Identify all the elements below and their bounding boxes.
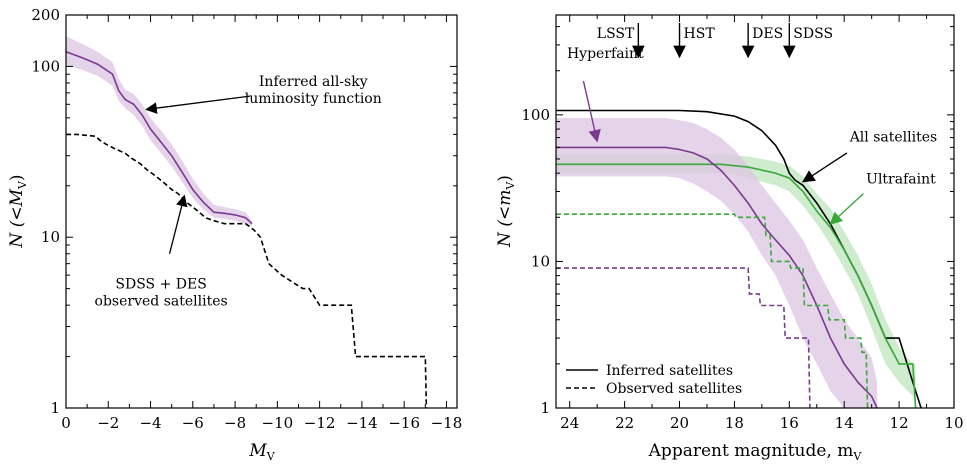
- survey-label-des: DES: [752, 26, 783, 42]
- x-tick-label: −12: [304, 414, 336, 432]
- left-annotation-text-0: Inferred all-sky luminosity function: [245, 74, 382, 107]
- x-tick-label: −14: [346, 414, 378, 432]
- survey-label-lsst: LSST: [597, 26, 635, 42]
- left-y-axis-title: N (<MV): [7, 174, 29, 248]
- left-plot-frame: [65, 14, 458, 409]
- right-plot-frame: [555, 14, 955, 409]
- x-tick-label: 12: [890, 414, 909, 432]
- right-x-axis-title: Apparent magnitude, mV: [648, 441, 863, 463]
- right-series-labels: Hyperfaint All satellites Ultrafaint: [567, 46, 938, 225]
- r-series-line-0: [556, 109, 922, 409]
- left-y-ticks: 1 10 100 200: [31, 6, 457, 417]
- series-label-2: Ultrafaint: [866, 172, 936, 188]
- x-tick-label: −6: [182, 414, 204, 432]
- x-tick-label: 20: [670, 414, 689, 432]
- r-series-line-1: [556, 163, 917, 409]
- right-y-axis-title: N (<mV): [495, 175, 517, 248]
- l-series-line-0: [66, 133, 428, 409]
- legend: Inferred satellites Observed satellites: [566, 363, 742, 397]
- y-tick-label: 100: [521, 106, 550, 124]
- y-tick-label: 1: [50, 399, 60, 417]
- x-tick-label: 14: [835, 414, 854, 432]
- y-tick-label: 10: [531, 252, 550, 270]
- right-x-ticks: 24 22 20 18 16 14 12 10: [560, 15, 964, 432]
- series-label-arrow-1: [801, 152, 848, 183]
- series-label-1: All satellites: [849, 129, 938, 145]
- left-series-lines: [65, 50, 428, 409]
- y-tick-label: 10: [41, 228, 60, 246]
- survey-label-sdss: SDSS: [793, 26, 833, 42]
- y-tick-label: 100: [31, 57, 60, 75]
- r-series-line-2: [556, 146, 878, 409]
- left-annotation-arrow-0: [145, 95, 250, 114]
- x-tick-label: 18: [725, 414, 744, 432]
- series-label-arrow-0: [582, 80, 601, 143]
- x-tick-label: 22: [615, 414, 634, 432]
- left-uncertainty-bands: [66, 36, 252, 227]
- x-tick-label: 0: [61, 414, 71, 432]
- l-series-line-1: [65, 50, 253, 225]
- x-tick-label: 10: [944, 414, 963, 432]
- x-tick-label: −2: [97, 414, 119, 432]
- right-chart-panel: 24 22 20 18 16 14 12 10 1 10 100 LSST HST DES SDSS H…: [495, 14, 964, 463]
- y-tick-label: 200: [31, 6, 60, 24]
- left-chart-panel: 0 −2 −4 −6 −8 −10 −12 −14 −16 −18 1 10 100 200 Infer…: [7, 6, 462, 463]
- survey-limit-markers: LSST HST DES SDSS: [597, 23, 833, 59]
- left-annotation-arrow-1: [168, 194, 188, 254]
- left-x-ticks: 0 −2 −4 −6 −8 −10 −12 −14 −16 −18: [61, 15, 462, 432]
- x-tick-label: −10: [262, 414, 294, 432]
- x-tick-label: −8: [224, 414, 246, 432]
- y-tick-label: 1: [540, 399, 550, 417]
- r-series-line-4: [556, 267, 811, 409]
- x-tick-label: −18: [431, 414, 463, 432]
- survey-label-hst: HST: [684, 26, 716, 42]
- legend-label-dashed: Observed satellites: [606, 381, 742, 397]
- x-tick-label: 16: [780, 414, 799, 432]
- legend-label-solid: Inferred satellites: [606, 363, 733, 379]
- x-tick-label: −16: [388, 414, 420, 432]
- right-y-ticks: 1 10 100: [521, 26, 954, 417]
- left-annotation-text-1: SDSS + DES observed satellites: [95, 277, 228, 310]
- l-band-1: [66, 36, 252, 227]
- left-annotations: Inferred all-sky luminosity function SDSS …: [95, 74, 382, 310]
- x-tick-label: 24: [560, 414, 579, 432]
- series-label-0: Hyperfaint: [567, 46, 644, 62]
- r-series-line-3: [556, 213, 869, 409]
- x-tick-label: −4: [139, 414, 161, 432]
- left-x-axis-title: MV: [248, 441, 275, 463]
- series-label-arrow-2: [829, 193, 864, 225]
- right-series-lines: [556, 109, 922, 409]
